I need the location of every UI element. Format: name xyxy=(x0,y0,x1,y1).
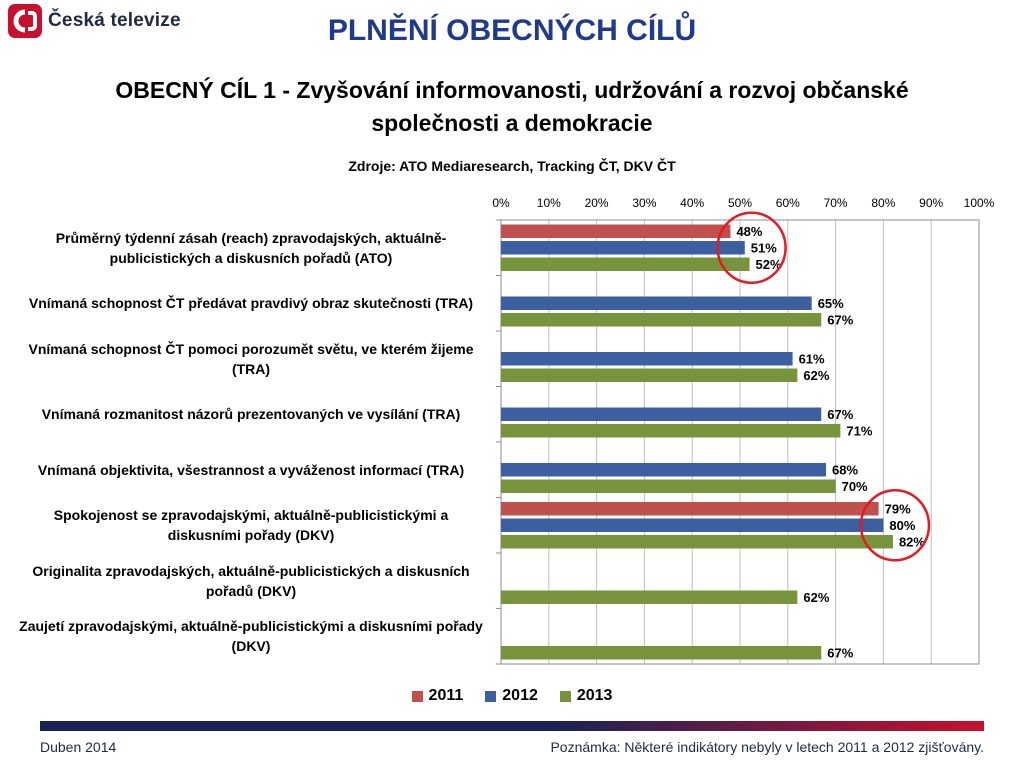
bar-2012 xyxy=(501,296,812,310)
highlight-circle xyxy=(716,211,787,284)
data-label-2013: 62% xyxy=(803,590,829,605)
x-tick-label: 50% xyxy=(728,196,752,210)
chart-subtitle: OBECNÝ CÍL 1 - Zvyšování informovanosti,… xyxy=(115,77,909,136)
bar-2013 xyxy=(501,479,836,493)
data-label-2011: 48% xyxy=(736,224,762,239)
legend-swatch-2012 xyxy=(485,690,497,702)
bar-2013 xyxy=(501,368,798,382)
data-label-2012: 68% xyxy=(832,463,858,478)
bar-2013 xyxy=(501,590,798,604)
data-label-2013: 67% xyxy=(827,313,853,328)
bar-2011 xyxy=(501,224,731,238)
x-tick-label: 100% xyxy=(964,196,995,210)
footer-date: Duben 2014 xyxy=(40,739,117,755)
x-tick-label: 20% xyxy=(585,196,609,210)
data-label-2012: 67% xyxy=(827,407,853,422)
legend-swatch-2011 xyxy=(411,690,423,702)
data-label-2012: 80% xyxy=(889,518,915,533)
bar-2013 xyxy=(501,257,750,271)
legend-item-2013: 2013 xyxy=(559,687,613,705)
category-label: Vnímaná objektivita, všestrannost a vyvá… xyxy=(37,461,465,478)
x-tick-label: 40% xyxy=(680,196,704,210)
page-title: PLNĚNÍ OBECNÝCH CÍLŮ xyxy=(327,14,697,47)
bar-2012 xyxy=(501,407,822,421)
data-label-2012: 51% xyxy=(751,241,777,256)
category-label: Vnímaná rozmanitost názorů prezentovanýc… xyxy=(41,406,461,423)
legend-item-2011: 2011 xyxy=(411,687,464,705)
x-tick-label: 30% xyxy=(632,196,656,210)
x-tick-label: 10% xyxy=(537,196,561,210)
bar-2013 xyxy=(501,313,822,327)
legend-label-2012: 2012 xyxy=(502,687,538,704)
data-label-2013: 67% xyxy=(827,646,853,661)
x-tick-label: 70% xyxy=(824,196,848,210)
data-label-2013: 62% xyxy=(803,368,829,383)
footer-note: Poznámka: Některé indikátory nebyly v le… xyxy=(550,739,984,755)
bar-2011 xyxy=(501,502,879,516)
legend-item-2012: 2012 xyxy=(485,687,538,705)
data-label-2011: 79% xyxy=(885,502,911,517)
bar-2012 xyxy=(501,352,793,366)
legend-label-2011: 2011 xyxy=(428,687,464,704)
x-tick-label: 60% xyxy=(776,196,800,210)
data-label-2012: 65% xyxy=(818,296,844,311)
category-label: Průměrný týdenní zásah (reach) zpravodaj… xyxy=(55,229,447,266)
category-label: Vnímaná schopnost ČT předávat pravdivý o… xyxy=(28,295,474,312)
logo-text: Česká televize xyxy=(48,10,181,31)
legend-label-2013: 2013 xyxy=(576,687,613,704)
category-label: Vnímaná schopnost ČT pomoci porozumět sv… xyxy=(28,340,474,377)
data-label-2013: 52% xyxy=(756,257,782,272)
ct-logo-icon xyxy=(8,4,42,38)
data-label-2013: 70% xyxy=(842,479,868,494)
footer-bar xyxy=(40,721,984,731)
data-label-2012: 61% xyxy=(799,352,825,367)
bar-2013 xyxy=(501,535,893,549)
category-label: Zaujetí zpravodajskými, aktuálně-publici… xyxy=(19,618,483,655)
data-label-2013: 71% xyxy=(846,424,872,439)
bar-2012 xyxy=(501,463,827,477)
x-tick-label: 80% xyxy=(871,196,895,210)
ct-logo: Česká televize xyxy=(8,4,181,38)
category-label: Originalita zpravodajských, aktuálně-pub… xyxy=(32,562,470,599)
bar-2013 xyxy=(501,646,822,660)
bar-2012 xyxy=(501,241,745,255)
x-tick-label: 90% xyxy=(919,196,943,210)
bar-2013 xyxy=(501,424,841,438)
data-label-2013: 82% xyxy=(899,535,925,550)
bar-2012 xyxy=(501,518,884,532)
category-label: Spokojenost se zpravodajskými, aktuálně-… xyxy=(53,507,449,544)
chart-legend: 2011 2012 2013 xyxy=(0,687,1024,705)
highlight-circle xyxy=(859,489,931,562)
x-tick-label: 0% xyxy=(492,196,510,210)
source-note: Zdroje: ATO Mediaresearch, Tracking ČT, … xyxy=(348,158,676,174)
legend-swatch-2013 xyxy=(559,690,571,702)
